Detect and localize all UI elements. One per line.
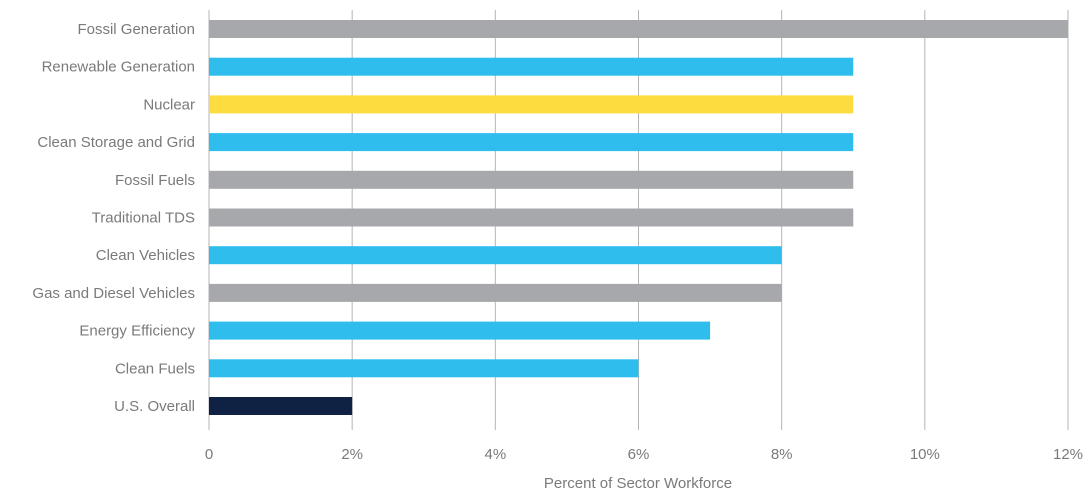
x-tick-label: 2% — [341, 446, 363, 463]
x-tick-label: 12% — [1053, 446, 1083, 463]
bar — [209, 20, 1068, 38]
bar — [209, 57, 854, 76]
x-tick-label: 0 — [205, 446, 213, 463]
y-tick-label: Clean Vehicles — [96, 247, 195, 264]
bar — [209, 359, 639, 378]
x-tick-label: 4% — [484, 446, 506, 463]
y-tick-label: Fossil Fuels — [115, 172, 195, 189]
bar — [209, 397, 353, 415]
bar — [209, 95, 854, 114]
x-tick-label: 8% — [771, 446, 793, 463]
x-tick-label: 6% — [628, 446, 650, 463]
y-tick-label: U.S. Overall — [114, 398, 195, 415]
y-tick-label: Nuclear — [143, 96, 195, 113]
x-tick-label: 10% — [910, 446, 940, 463]
y-tick-label: Fossil Generation — [77, 21, 195, 38]
x-axis-label: Percent of Sector Workforce — [544, 475, 732, 492]
y-tick-label: Energy Efficiency — [79, 323, 195, 340]
bar — [209, 133, 854, 152]
y-tick-label: Traditional TDS — [92, 209, 195, 226]
bar — [209, 283, 782, 302]
bar — [209, 170, 854, 189]
bar — [209, 321, 711, 340]
y-tick-label: Renewable Generation — [42, 59, 195, 76]
y-tick-label: Clean Storage and Grid — [37, 134, 195, 151]
bar — [209, 246, 782, 265]
y-tick-label: Clean Fuels — [115, 360, 195, 377]
bar — [209, 208, 854, 227]
y-tick-label: Gas and Diesel Vehicles — [32, 285, 195, 302]
